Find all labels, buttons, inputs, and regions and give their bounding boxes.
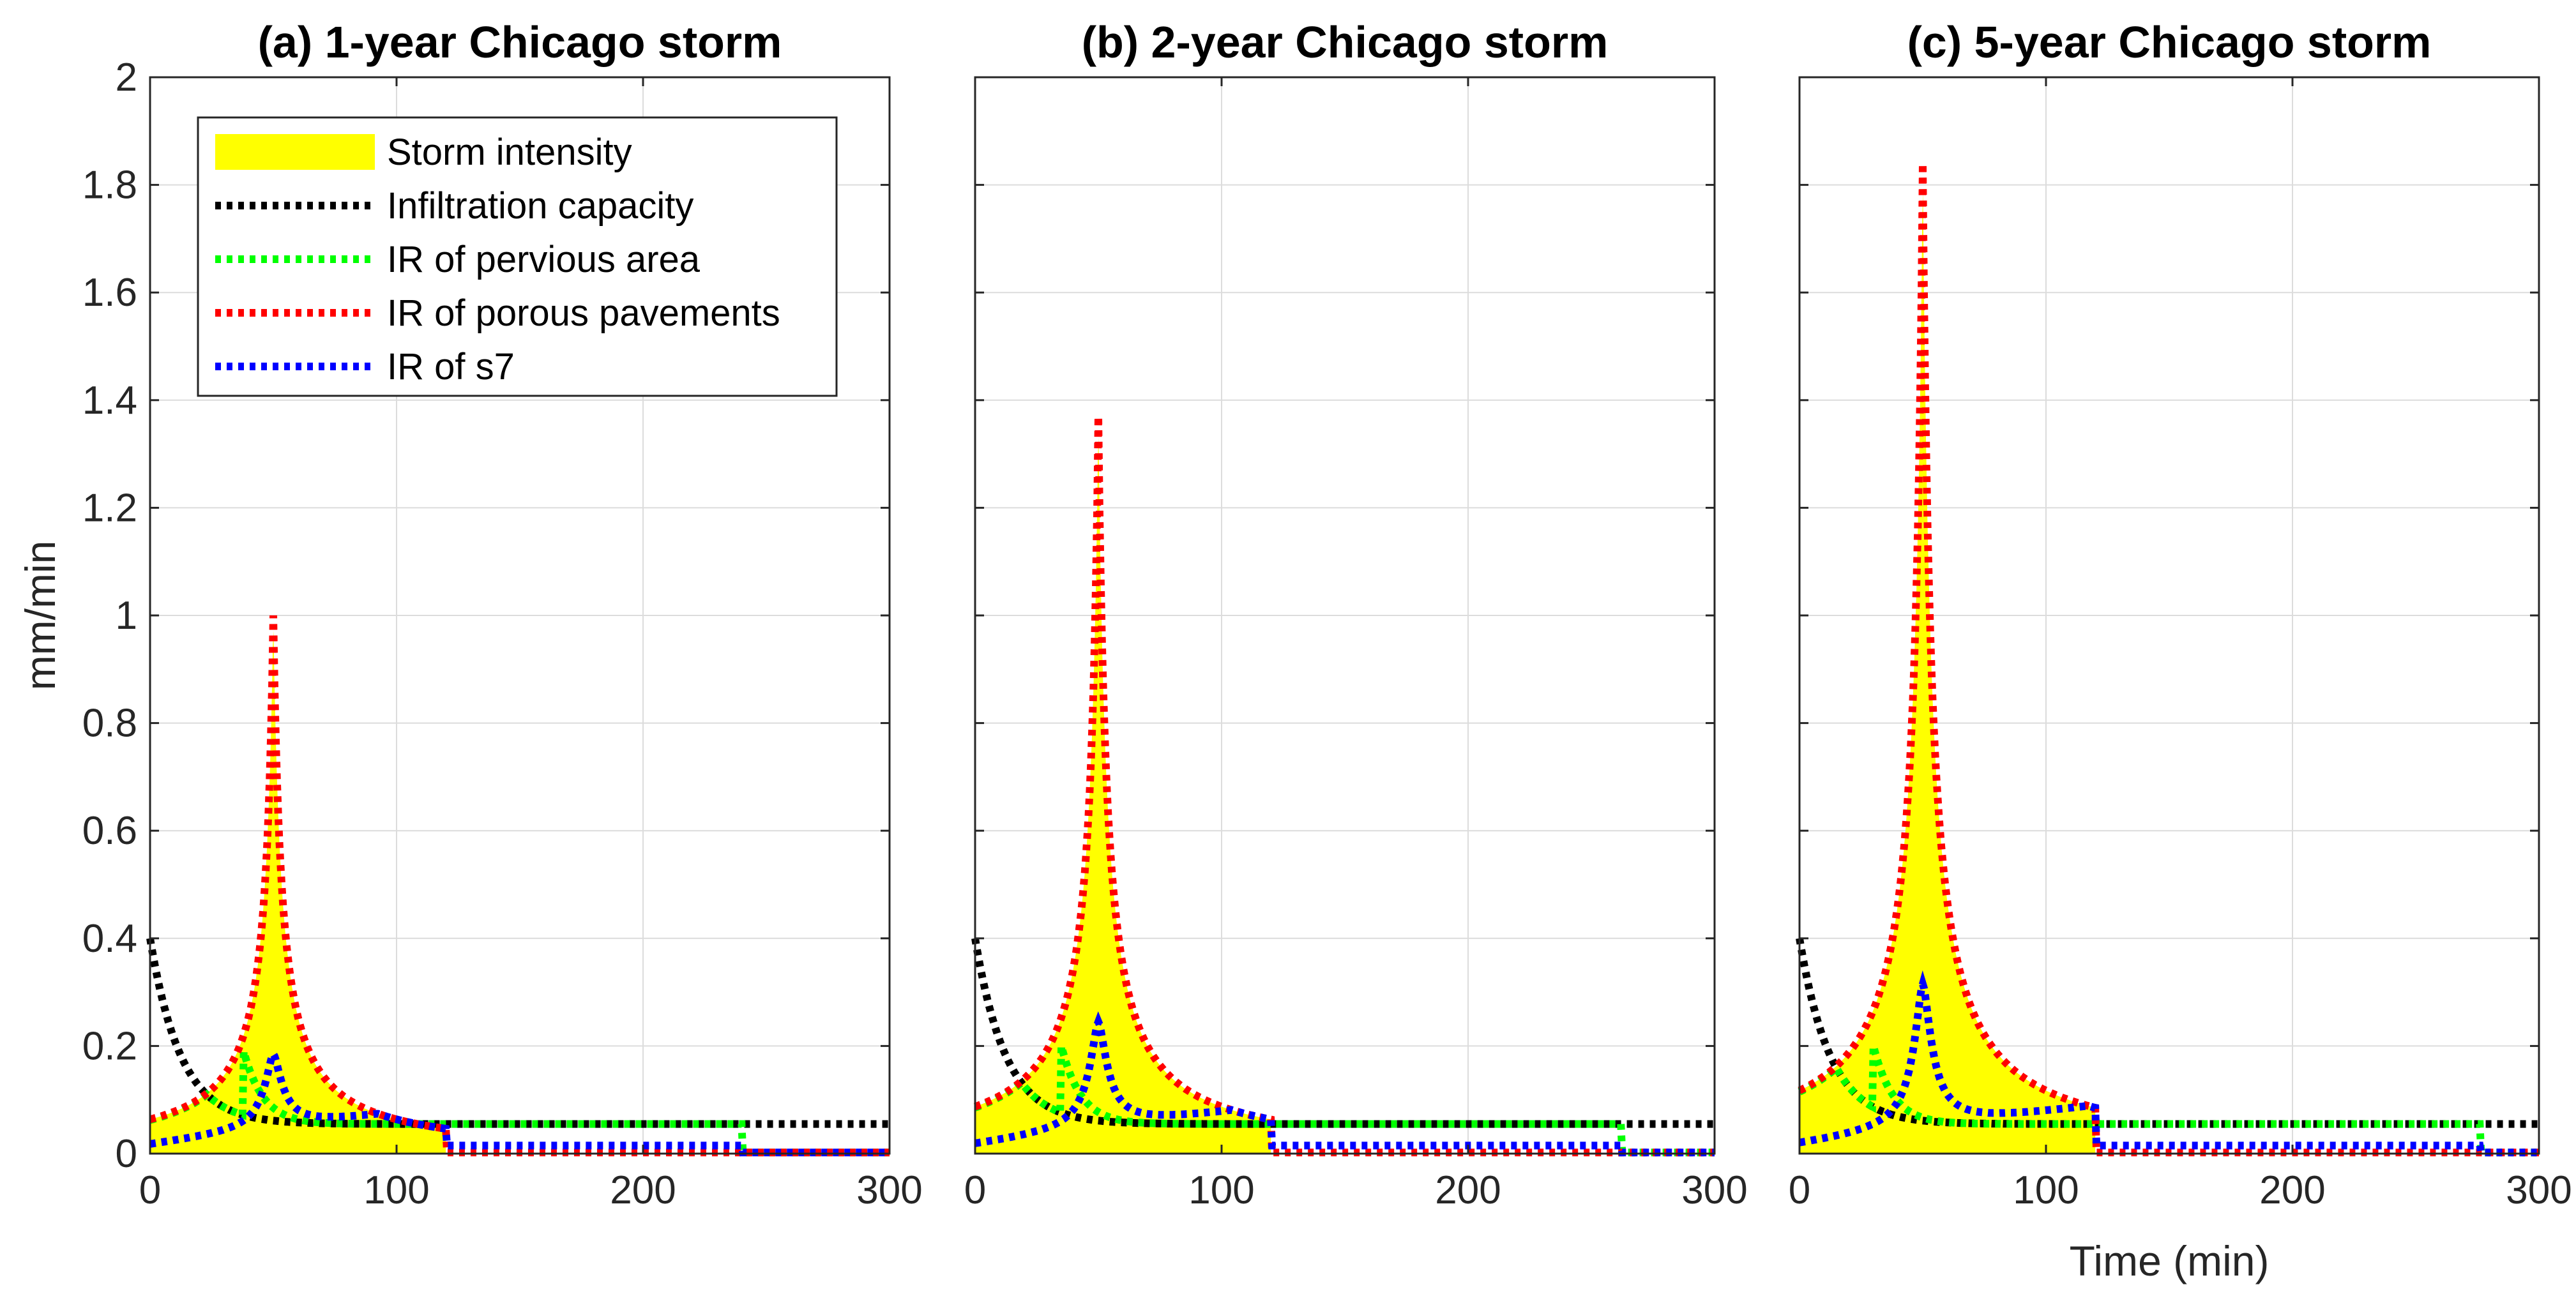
y-tick-label: 0.4 bbox=[82, 917, 137, 961]
porous-pavements-line bbox=[973, 416, 1715, 1157]
panel-title: (b) 2-year Chicago storm bbox=[1082, 17, 1609, 67]
x-tick-label: 0 bbox=[139, 1168, 161, 1212]
y-tick-label: 0.6 bbox=[82, 809, 137, 853]
x-tick-label: 200 bbox=[1435, 1168, 1501, 1212]
ticks bbox=[974, 76, 1716, 1155]
legend-label: IR of porous pavements bbox=[387, 292, 780, 334]
s7-line bbox=[1799, 970, 2539, 1157]
x-tick-label: 100 bbox=[363, 1168, 429, 1212]
panel-title: (c) 5-year Chicago storm bbox=[1907, 17, 2432, 67]
y-tick-label: 1.8 bbox=[82, 163, 137, 207]
s7-line bbox=[149, 1046, 890, 1157]
infiltration-capacity-line bbox=[146, 937, 890, 1128]
panel-b: 0 100 200 300 (b) 2-year Chicago storm bbox=[964, 17, 1748, 1212]
x-tick-label: 300 bbox=[1681, 1168, 1747, 1212]
s7-line bbox=[974, 1011, 1715, 1157]
y-tick-label: 1 bbox=[116, 594, 137, 638]
ticks bbox=[1798, 76, 2540, 1155]
panel-c: 0 100 200 300 (c) 5-year Chicago storm Time (… bbox=[1789, 17, 2572, 1284]
panel-title: (a) 1-year Chicago storm bbox=[258, 17, 782, 67]
y-tick-label: 2 bbox=[116, 56, 137, 100]
legend-label: IR of s7 bbox=[387, 346, 515, 388]
y-axis-label: mm/min bbox=[17, 541, 64, 691]
x-tick-label: 300 bbox=[2506, 1168, 2572, 1212]
legend-label: IR of pervious area bbox=[387, 239, 701, 280]
legend-label: Storm intensity bbox=[387, 132, 632, 173]
storm-intensity-area bbox=[1799, 192, 2096, 1154]
x-tick-label: 200 bbox=[610, 1168, 676, 1212]
y-tick-label: 0.2 bbox=[82, 1024, 137, 1068]
y-tick-label: 1.2 bbox=[82, 486, 137, 530]
pervious-area-line bbox=[149, 1050, 890, 1157]
legend-swatch bbox=[215, 134, 375, 170]
ticks bbox=[149, 76, 891, 1155]
x-tick-label: 300 bbox=[856, 1168, 922, 1212]
storm-intensity-area bbox=[975, 437, 1271, 1154]
y-tick-label: 0.8 bbox=[82, 702, 137, 746]
legend-label: Infiltration capacity bbox=[387, 185, 693, 227]
x-tick-label: 0 bbox=[1789, 1168, 1810, 1212]
legend: Storm intensity Infiltration capacity IR o… bbox=[197, 116, 838, 397]
x-tick-label: 100 bbox=[1188, 1168, 1254, 1212]
x-axis-label: Time (min) bbox=[2070, 1237, 2269, 1284]
storm-intensity-area bbox=[150, 631, 446, 1154]
x-tick-label: 0 bbox=[964, 1168, 986, 1212]
x-tick-label: 200 bbox=[2259, 1168, 2325, 1212]
porous-pavements-line bbox=[149, 615, 890, 1157]
y-tick-label: 0 bbox=[116, 1132, 137, 1176]
y-tick-label: 1.4 bbox=[82, 379, 137, 423]
pervious-area-line bbox=[974, 1044, 1715, 1157]
infiltration-capacity-line bbox=[971, 937, 1715, 1128]
x-tick-label: 100 bbox=[2013, 1168, 2079, 1212]
pervious-area-line bbox=[1798, 1044, 2539, 1157]
porous-pavements-line bbox=[1798, 163, 2539, 1157]
y-tick-label: 1.6 bbox=[82, 271, 137, 315]
